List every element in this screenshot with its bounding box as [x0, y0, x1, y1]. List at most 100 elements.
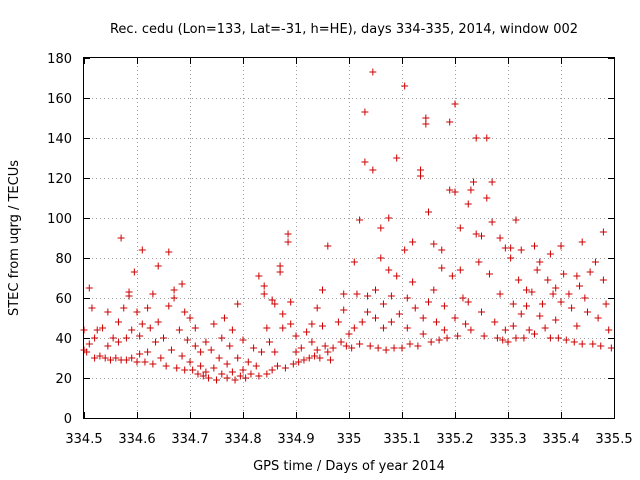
data-point — [356, 340, 364, 348]
data-point — [313, 304, 321, 312]
data-point — [361, 158, 369, 166]
data-point — [523, 286, 531, 294]
data-point — [512, 216, 520, 224]
data-point — [409, 278, 417, 286]
data-point — [451, 314, 459, 322]
data-point — [364, 292, 372, 300]
data-point — [578, 340, 586, 348]
data-point — [544, 276, 552, 284]
data-point — [324, 242, 332, 250]
data-point — [191, 342, 199, 350]
data-point — [467, 326, 475, 334]
data-point — [356, 216, 364, 224]
data-point — [403, 324, 411, 332]
data-point — [191, 324, 199, 332]
data-point — [464, 200, 472, 208]
data-point — [440, 302, 448, 310]
data-point — [372, 314, 379, 322]
data-point — [483, 194, 491, 202]
data-point — [528, 288, 536, 296]
data-point — [284, 230, 292, 238]
data-point — [91, 334, 99, 342]
data-point — [536, 312, 544, 320]
x-tick-labels: 334.5 334.6 334.7 334.8 334.9 335 335.1 335.2 33… — [65, 432, 632, 447]
data-point — [440, 326, 448, 334]
y-tick-label: 80 — [55, 252, 72, 267]
data-point — [472, 230, 480, 238]
data-point — [488, 178, 496, 186]
data-point — [239, 366, 247, 374]
data-point — [279, 324, 287, 332]
data-point — [364, 308, 372, 316]
data-point — [93, 326, 101, 334]
data-point — [512, 334, 520, 342]
data-point — [136, 332, 144, 340]
data-point — [247, 370, 255, 378]
data-point — [319, 322, 326, 330]
data-point — [319, 286, 326, 294]
x-tick-label: 335.3 — [489, 432, 526, 447]
data-point — [183, 336, 191, 344]
data-point — [403, 294, 411, 302]
data-point — [387, 318, 395, 326]
data-point — [493, 334, 501, 342]
data-point — [581, 294, 589, 302]
data-point — [586, 268, 594, 276]
data-point — [197, 362, 205, 370]
data-point — [573, 272, 581, 280]
data-point — [478, 232, 485, 240]
data-point — [268, 366, 276, 374]
data-point — [594, 314, 602, 322]
data-point — [284, 238, 292, 246]
data-point — [144, 304, 152, 312]
data-point — [353, 290, 361, 298]
data-point — [160, 334, 167, 342]
data-point — [459, 294, 467, 302]
data-point — [488, 218, 496, 226]
data-point — [480, 332, 488, 340]
data-point — [369, 166, 377, 174]
data-point — [509, 300, 517, 308]
y-tick-labels: 0 20 40 60 80 100 120 140 160 180 — [47, 52, 72, 427]
data-point — [448, 272, 456, 280]
data-point — [568, 304, 576, 312]
data-point — [578, 238, 586, 246]
data-point — [334, 318, 342, 326]
data-point — [565, 290, 573, 298]
data-point — [340, 290, 348, 298]
data-point — [379, 300, 387, 308]
data-point — [432, 318, 440, 326]
data-point — [531, 330, 538, 338]
data-point — [223, 360, 231, 368]
data-point — [350, 324, 358, 332]
data-point — [178, 280, 186, 288]
data-point — [170, 294, 178, 302]
data-point — [451, 188, 459, 196]
data-point — [263, 324, 271, 332]
data-point — [393, 272, 401, 280]
data-point — [533, 266, 541, 274]
data-point — [152, 338, 160, 346]
y-tick-label: 160 — [47, 92, 72, 107]
data-point — [104, 342, 112, 350]
data-point — [605, 326, 613, 334]
plot-frame — [83, 57, 615, 419]
y-tick-label: 140 — [47, 132, 72, 147]
data-point — [170, 286, 178, 294]
data-point — [255, 272, 263, 280]
data-point — [186, 358, 194, 366]
data-point — [467, 186, 475, 194]
data-point — [340, 306, 348, 314]
data-point — [165, 248, 173, 256]
data-point — [189, 366, 197, 374]
data-point — [279, 310, 287, 318]
data-point — [85, 284, 93, 292]
data-point — [430, 240, 438, 248]
data-point — [377, 254, 385, 262]
data-point — [499, 336, 507, 344]
data-point — [167, 346, 175, 354]
data-point — [350, 258, 358, 266]
data-point — [234, 354, 242, 362]
data-point — [599, 276, 607, 284]
